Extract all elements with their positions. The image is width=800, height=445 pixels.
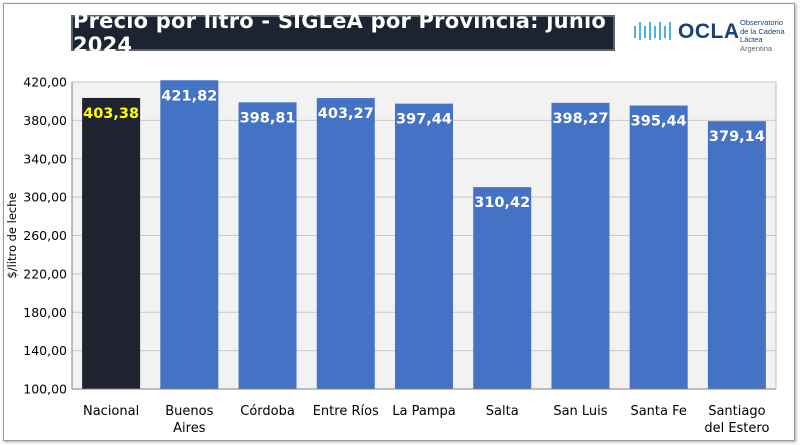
- x-tick-label: Santa Fe: [630, 404, 686, 419]
- y-tick-label: 180,00: [23, 305, 67, 320]
- x-tick-label: La Pampa: [392, 404, 455, 419]
- bar: [473, 187, 532, 389]
- x-tick-label: Entre Ríos: [313, 404, 379, 419]
- x-tick-line: Salta: [486, 404, 519, 419]
- data-label: 403,27: [318, 106, 374, 122]
- x-tick-label: Nacional: [83, 404, 139, 419]
- data-label: 379,14: [709, 129, 765, 145]
- y-tick-label: 340,00: [23, 151, 67, 166]
- x-axis: Nacional Buenos Aires Córdoba Entre Ríos La P…: [72, 388, 776, 436]
- bar: [82, 97, 141, 389]
- y-tick-label: 420,00: [23, 75, 67, 90]
- x-tick-line: Santiago: [708, 404, 765, 419]
- bars: 403,38 421,82 398,81 403,27 397,44 310,42 398,…: [82, 80, 766, 390]
- data-label: 398,27: [552, 111, 608, 127]
- x-tick-line: Santa Fe: [630, 404, 686, 419]
- x-tick-line: del Estero: [704, 421, 769, 436]
- x-tick-line: La Pampa: [392, 404, 455, 419]
- data-label: 395,44: [631, 114, 687, 130]
- y-tick-label: 100,00: [23, 382, 67, 397]
- x-tick-label: Salta: [486, 404, 519, 419]
- bar: [238, 102, 297, 389]
- bar: [551, 102, 610, 389]
- ocla-logo: OCLA Observatorio de la Cadena Láctea Ar…: [632, 16, 792, 56]
- logo-line-3: Argentina: [740, 43, 773, 53]
- logo-subtitle: Observatorio de la Cadena Láctea Argenti…: [740, 18, 800, 53]
- data-label: 398,81: [240, 110, 296, 126]
- y-axis-label: $/litro de leche: [5, 192, 19, 278]
- bar: [395, 103, 453, 390]
- y-tick-label: 260,00: [23, 228, 67, 243]
- x-tick-label: Buenos Aires: [165, 404, 213, 436]
- logo-line-2: de la Cadena Láctea: [740, 26, 785, 44]
- bar: [629, 105, 688, 389]
- x-tick-line: Entre Ríos: [313, 404, 379, 419]
- y-tick-label: 140,00: [23, 343, 67, 358]
- y-tick-label: 380,00: [23, 113, 67, 128]
- x-tick-line: Buenos: [165, 404, 213, 419]
- x-tick-label: San Luis: [553, 404, 607, 419]
- x-tick-label: Santiago del Estero: [704, 404, 769, 436]
- x-tick-line: Córdoba: [240, 404, 295, 419]
- bar: [160, 80, 219, 389]
- logo-wordmark: OCLA: [678, 20, 740, 43]
- data-label: 421,82: [161, 88, 217, 104]
- y-axis: 100,00 140,00 180,00 220,00 260,00 300,00 340,…: [23, 75, 73, 397]
- x-tick-line: Aires: [173, 421, 206, 436]
- data-label: 397,44: [396, 112, 452, 128]
- logo-line-1: Observatorio: [740, 18, 783, 27]
- data-label: 403,38: [83, 106, 139, 122]
- bar: [316, 98, 375, 389]
- bar: [707, 121, 766, 389]
- x-tick-label: Córdoba: [240, 404, 295, 419]
- x-tick-line: San Luis: [553, 404, 607, 419]
- milk-wave-icon: [634, 22, 671, 40]
- y-tick-label: 300,00: [23, 190, 67, 205]
- y-tick-label: 220,00: [23, 266, 67, 281]
- x-tick-line: Nacional: [83, 404, 139, 419]
- data-label: 310,42: [474, 195, 530, 211]
